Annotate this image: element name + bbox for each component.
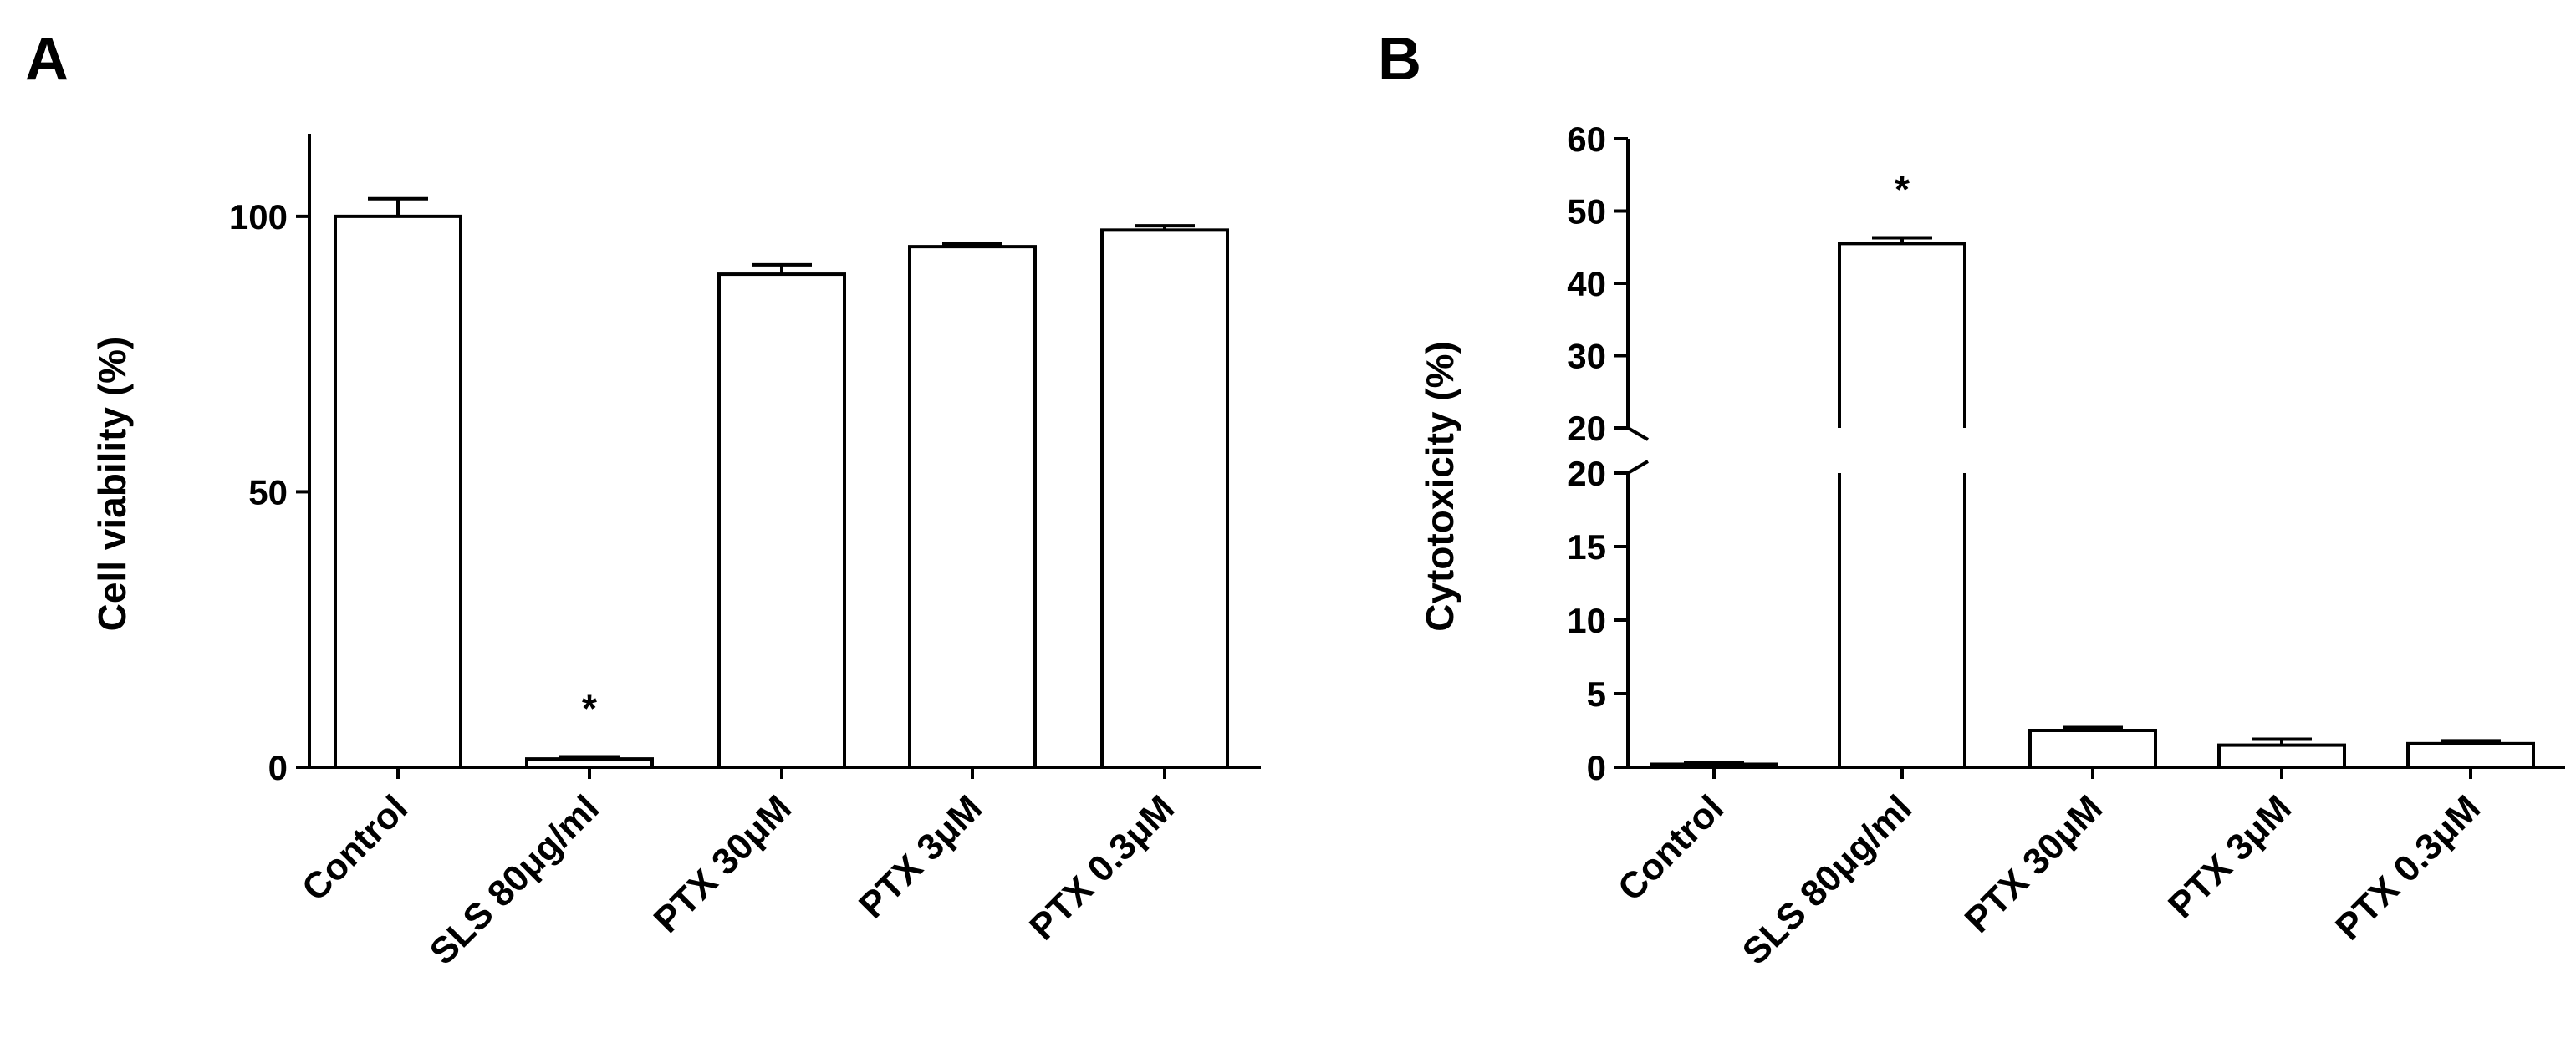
bar-ptx-3-m [2217,743,2346,769]
y-tick-label: 20 [1567,409,1606,448]
bar-sls-80-g-ml [525,757,654,769]
x-tick-label: PTX 30μM [1957,787,2110,940]
bar-ptx-0-3-m [1100,228,1229,769]
panel-label: A [25,26,69,93]
x-tick-label: SLS 80μg/ml [422,787,607,972]
y-tick-label: 15 [1567,527,1606,567]
y-axis-title: Cytotoxicity (%) [1418,341,1461,632]
y-tick-label: 10 [1567,601,1606,640]
x-tick-label: SLS 80μg/ml [1735,787,1920,972]
axis-break-mark [1626,460,1650,475]
chart-panel-a: A 0 50 100 Cell viability (%) * Control SLS 80μ… [25,26,1261,973]
bar-ptx-0-3-m [2406,741,2535,770]
y-tick-label: 50 [248,472,288,511]
significance-marker: * [582,686,597,730]
axis-break-mark [1626,426,1650,441]
bar-ptx-3-m [908,245,1037,769]
bar-control [1650,762,1778,769]
x-tick-label: PTX 30μM [646,787,799,940]
bar-control [334,214,462,769]
x-tick-label: PTX 0.3μM [1022,787,1182,948]
y-tick-label: 0 [1587,748,1606,787]
y-tick-label: 100 [229,197,288,237]
x-tick-label: PTX 3μM [2160,787,2299,926]
y-tick-label: 20 [1567,454,1606,493]
y-tick-label: 50 [1567,192,1606,231]
panel-label: B [1378,26,1421,93]
bar-sls-80-g-ml-upper [1838,242,1966,428]
x-tick-label: PTX 3μM [851,787,990,926]
y-tick-label: 0 [268,748,288,787]
significance-marker: * [1895,168,1910,211]
x-tick-label: Control [294,787,416,908]
bar-ptx-30-m [717,272,846,769]
bar-ptx-30-m [2028,729,2157,769]
x-tick-label: PTX 0.3μM [2328,787,2488,948]
y-tick-label: 60 [1567,120,1606,159]
y-tick-label: 40 [1567,264,1606,303]
y-tick-label: 30 [1567,337,1606,376]
bar-sls-80-g-ml-lower [1838,473,1966,769]
y-tick-label: 5 [1587,674,1606,714]
y-axis-title: Cell viability (%) [90,337,134,632]
chart-panel-b: B 20 30 40 50 60 0 5 10 15 20 Cytotoxicity (%) * Cont… [1378,26,2565,973]
x-tick-label: Control [1610,787,1732,908]
